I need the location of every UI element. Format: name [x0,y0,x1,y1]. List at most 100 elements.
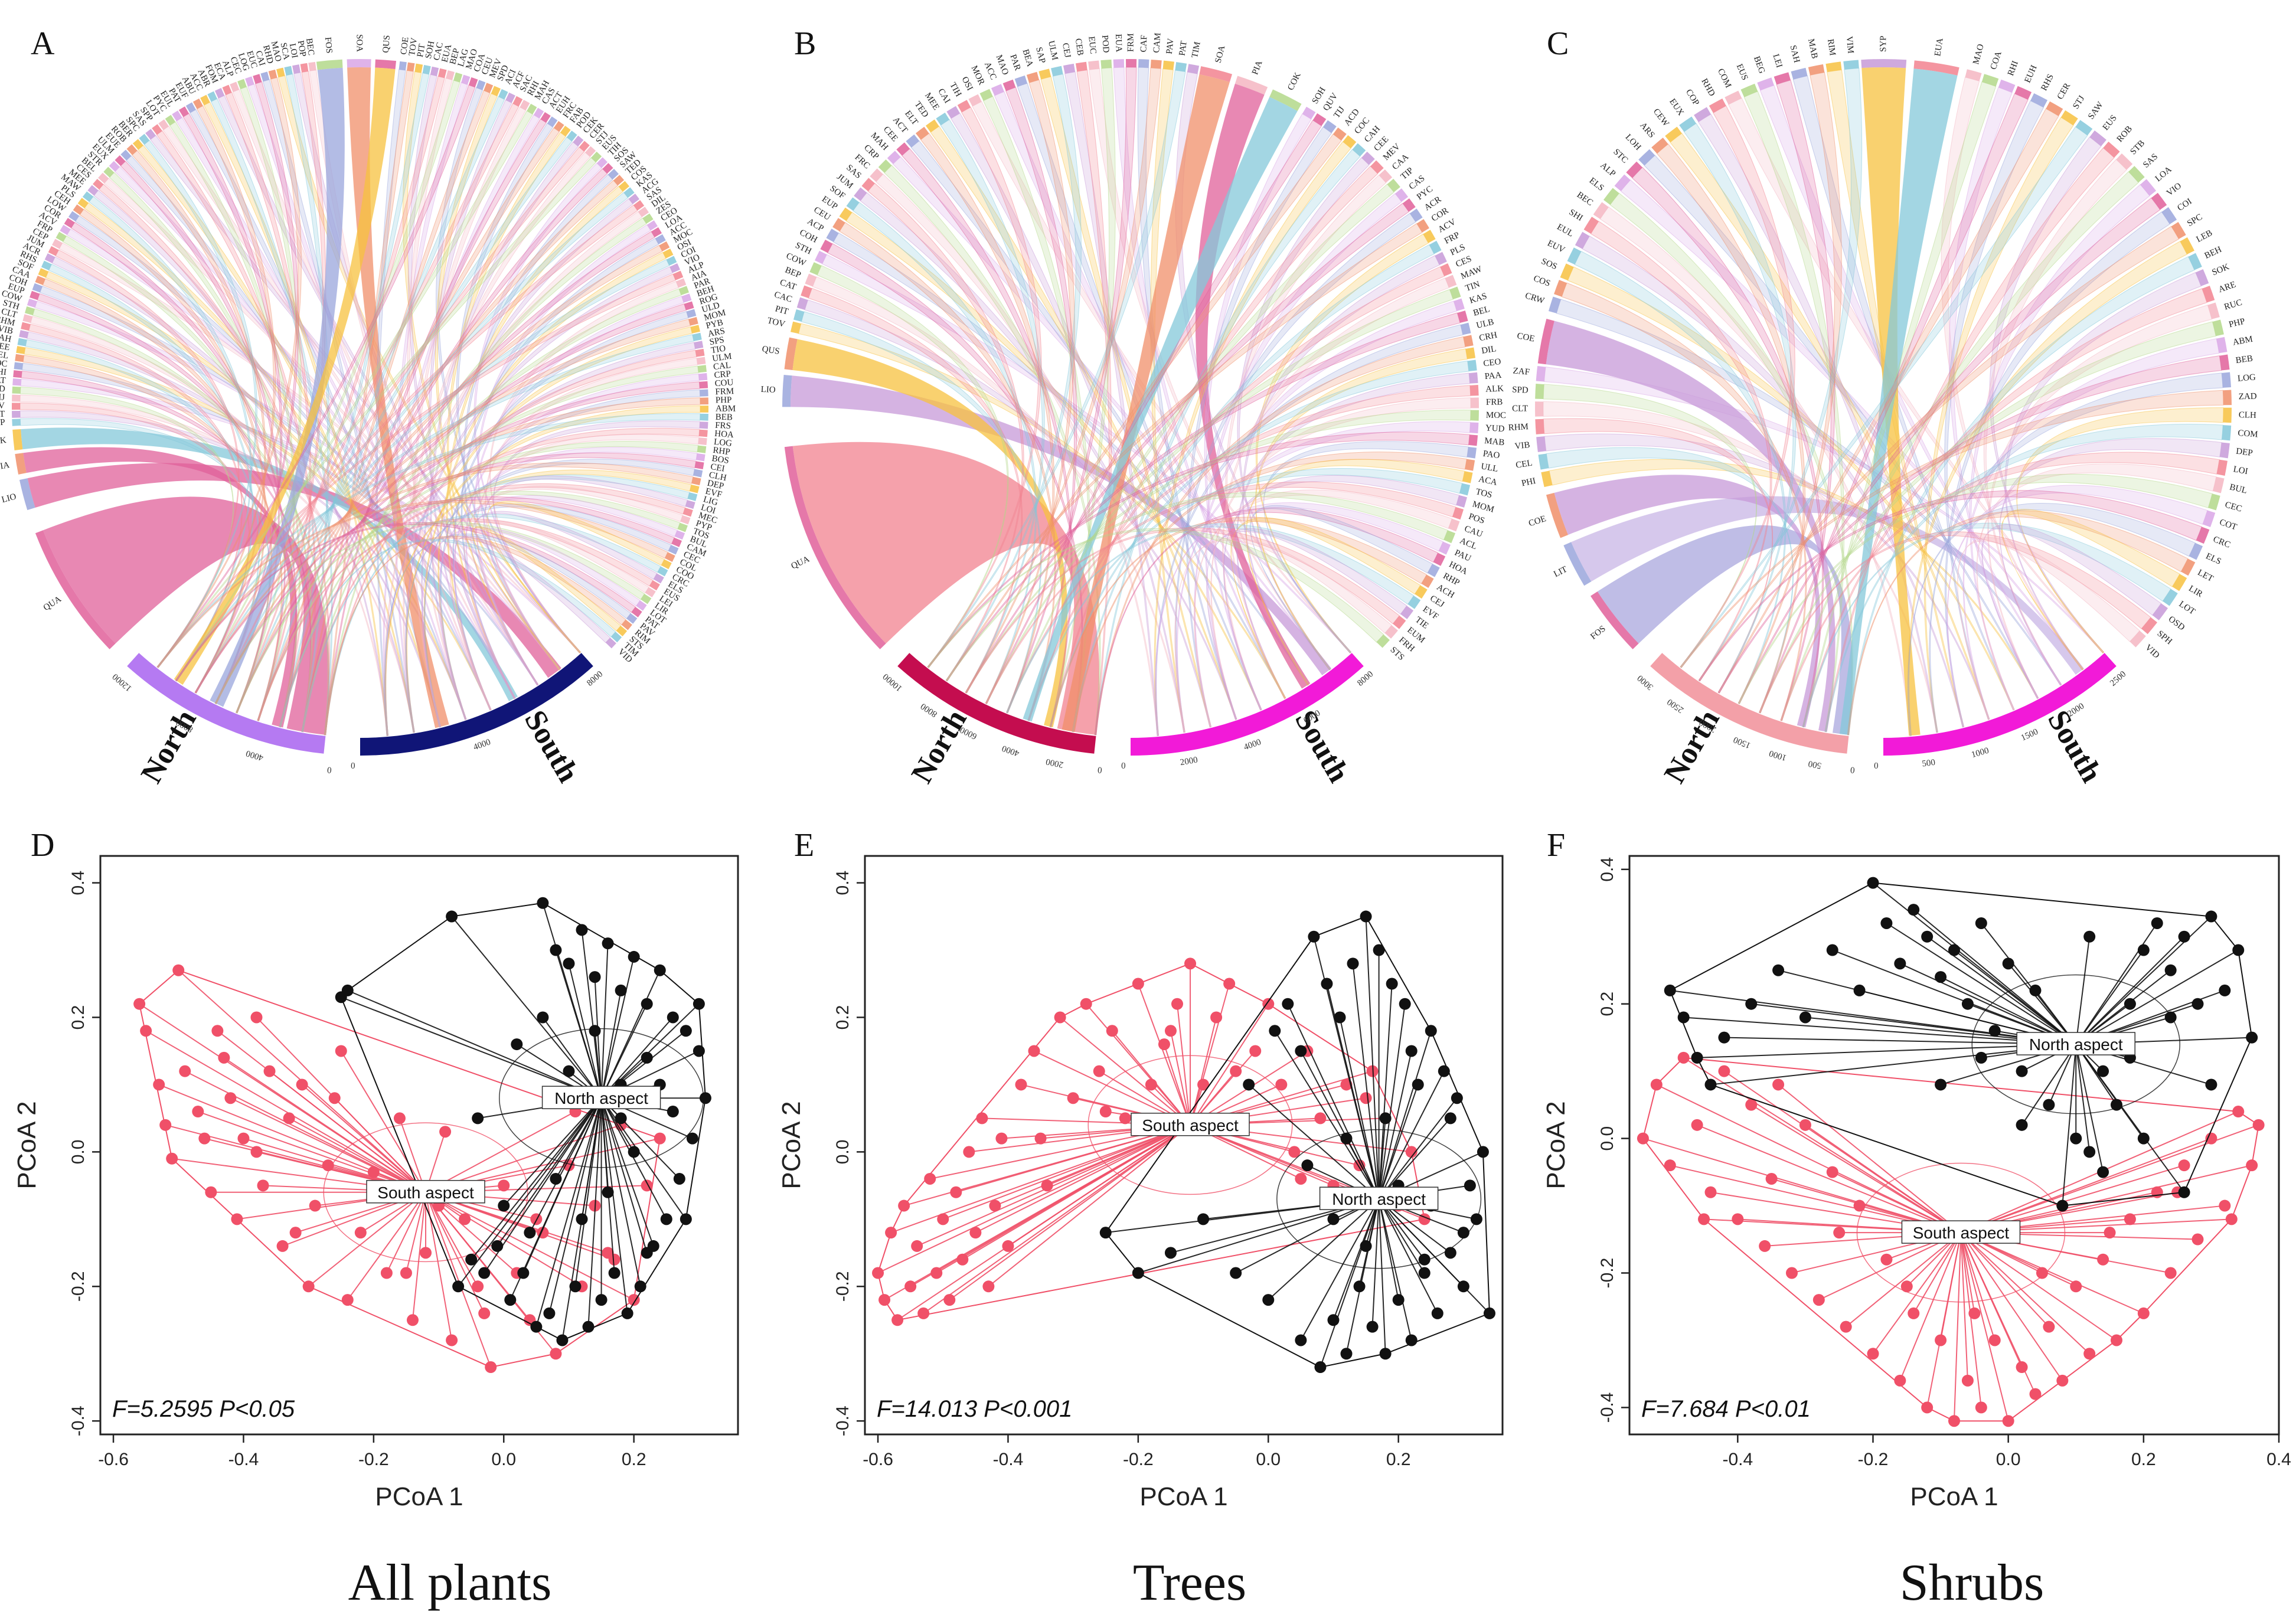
species-label: LIR [2187,584,2204,599]
species-sector [801,285,812,299]
spoke-line [289,1117,426,1193]
data-point [1812,1294,1825,1306]
data-point [491,1240,504,1252]
species-sector [48,246,59,256]
data-point [1308,930,1320,943]
species-label: PLS [1449,243,1467,258]
species-sector [1709,98,1726,113]
data-point [1745,998,1758,1010]
pcoa-plot-shrubs: -0.4 -0.2 0.0 0.2 0.4 -0.4 -0.2 0.0 0.2 0.4 PCoA 1… [1541,855,2291,1511]
species-sector [793,309,805,322]
species-label: EUL [1555,222,1575,238]
data-point [660,1213,672,1225]
data-point [1840,1320,1852,1333]
species-sector [666,256,677,266]
data-point [250,1011,263,1024]
data-point [1295,1172,1307,1185]
species-sector [1469,372,1478,384]
chord-ribbon [43,496,329,735]
species-sector [2195,269,2209,286]
species-sector [1981,74,1999,87]
spoke-line [600,990,622,1099]
spoke-line [425,1191,635,1300]
species-label: ELS [1588,176,1606,193]
data-point [911,1240,923,1252]
spoke-line [1287,1004,1380,1199]
data-point [1288,1146,1301,1158]
species-label: TOS [1475,487,1493,500]
group-label-south: South [1288,705,1356,788]
data-point [1230,1267,1242,1279]
species-sector [1469,385,1479,396]
data-point [878,1294,891,1306]
data-point [1425,1025,1437,1037]
chord-ribbon [279,538,616,728]
species-label: RHI [2006,60,2020,77]
species-label: PIA [1250,59,1265,76]
data-point [1451,1092,1463,1104]
species-label: BEA [1021,48,1035,68]
species-sector [698,437,707,446]
species-sector [1583,217,1599,234]
species-label: CAI [253,50,267,67]
species-sector [671,537,682,547]
species-label: EUS [1735,63,1750,81]
data-point [667,1106,679,1118]
species-label: ARS [707,326,726,339]
group-tick-south: 4000 [472,737,492,752]
data-point [1477,1146,1489,1158]
data-point [641,998,653,1010]
species-label: SPD [1512,385,1529,395]
data-point [1171,998,1183,1010]
data-point [1119,1112,1131,1125]
species-sector [566,130,577,142]
chord-ribbon [1946,485,2208,728]
species-sector [422,65,431,74]
species-sector [1407,596,1421,609]
data-point [2178,930,2190,943]
spoke-line [1960,1232,2063,1381]
species-sector [64,218,75,228]
spoke-line [877,1124,1191,1274]
centroid-label-box [541,1086,661,1109]
chord-ribbon [1908,503,2196,736]
data-point [1718,1065,1730,1077]
spoke-line [600,1098,609,1192]
species-sector [1387,178,1400,192]
data-point [452,1280,465,1293]
x-axis-title: PCoA 1 [375,1482,463,1511]
data-point [885,1227,897,1239]
spoke-line [1300,1198,1380,1341]
species-sector [12,429,23,450]
panel-letter-f: F [1547,827,1565,864]
species-sector [406,62,415,72]
data-point [485,1361,497,1374]
data-point [1464,1179,1476,1192]
species-label: RHM [0,314,16,328]
species-label: RHM [1508,422,1529,433]
group-tick-north: 1000 [1768,748,1788,763]
spoke-line [1339,1017,1380,1199]
chord-ribbon [1999,438,2222,686]
spoke-line [2075,949,2144,1045]
species-sector [695,348,705,357]
data-point [1386,978,1398,990]
data-point [595,1294,608,1306]
data-point [1405,1146,1418,1158]
data-point [2219,984,2231,996]
species-sector [1026,71,1040,83]
spoke-line [542,1016,602,1099]
spoke-line [1235,1198,1380,1274]
species-sector [659,241,670,251]
species-sector [1421,574,1434,589]
centroid-label: North aspect [554,1089,648,1107]
chord-ribbon [1546,321,1836,732]
species-label: LOI [700,503,716,516]
spoke-line [600,943,609,1099]
spoke-line [535,1097,602,1327]
data-point [2232,944,2245,956]
species-sector [468,77,478,87]
species-sector [2103,141,2120,158]
species-label: PAV [1165,38,1176,54]
species-sector [646,220,658,231]
